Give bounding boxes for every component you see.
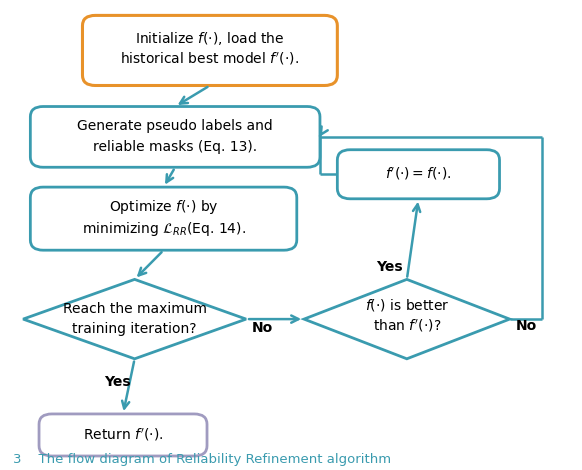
FancyBboxPatch shape [39, 414, 207, 456]
FancyBboxPatch shape [338, 150, 499, 199]
Text: $f'(\cdot)=f(\cdot)$.: $f'(\cdot)=f(\cdot)$. [385, 166, 452, 182]
Text: No: No [516, 319, 537, 333]
Text: Yes: Yes [376, 260, 403, 274]
Text: 3    The flow diagram of Reliability Refinement algorithm: 3 The flow diagram of Reliability Refine… [13, 453, 391, 466]
Text: Initialize $f(\cdot)$, load the: Initialize $f(\cdot)$, load the [135, 30, 285, 47]
Text: minimizing $\mathcal{L}_{RR}$(Eq. 14).: minimizing $\mathcal{L}_{RR}$(Eq. 14). [81, 220, 246, 238]
Text: than $f'(\cdot)$?: than $f'(\cdot)$? [372, 318, 441, 334]
Text: Return $f'(\cdot)$.: Return $f'(\cdot)$. [83, 427, 164, 443]
FancyBboxPatch shape [30, 187, 297, 250]
Text: $f(\cdot)$ is better: $f(\cdot)$ is better [364, 297, 449, 313]
Text: Reach the maximum: Reach the maximum [63, 302, 207, 316]
Text: training iteration?: training iteration? [72, 322, 197, 337]
FancyBboxPatch shape [83, 16, 338, 86]
Text: Yes: Yes [104, 375, 130, 389]
Text: Optimize $f(\cdot)$ by: Optimize $f(\cdot)$ by [109, 198, 218, 216]
FancyBboxPatch shape [30, 107, 320, 167]
Text: No: No [252, 321, 273, 335]
Polygon shape [23, 279, 246, 359]
Text: Generate pseudo labels and: Generate pseudo labels and [77, 119, 273, 133]
Text: historical best model $f'(\cdot)$.: historical best model $f'(\cdot)$. [120, 51, 299, 67]
Text: reliable masks (Eq. 13).: reliable masks (Eq. 13). [93, 140, 257, 154]
Polygon shape [304, 279, 510, 359]
